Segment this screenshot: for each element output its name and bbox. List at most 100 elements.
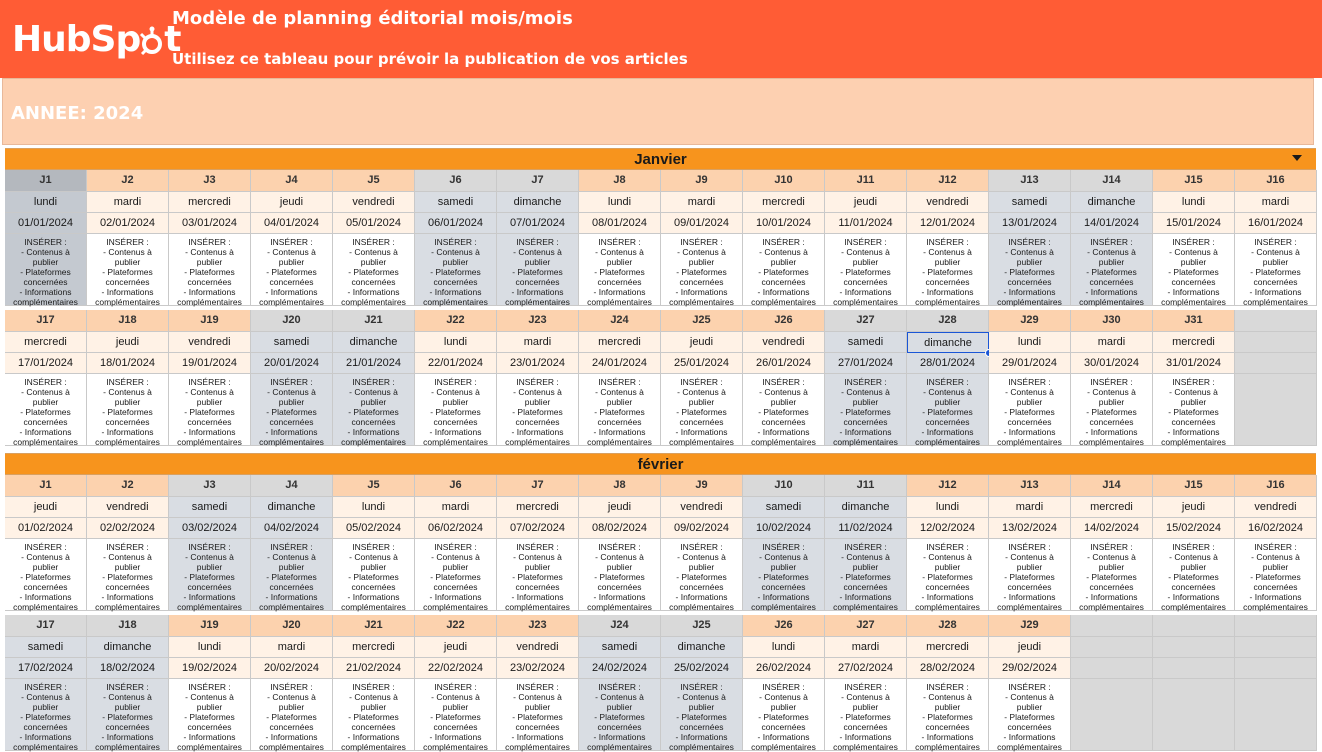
date-cell[interactable]: 01/01/2024 (5, 213, 87, 234)
day-number-cell[interactable]: J12 (907, 170, 989, 192)
weekday-cell[interactable]: lundi (5, 192, 87, 213)
date-cell[interactable]: 28/01/2024 (907, 353, 989, 374)
date-cell[interactable]: 21/02/2024 (333, 658, 415, 679)
content-cell[interactable]: INSÉRER :- Contenus à publier - Plateforme… (661, 374, 743, 447)
date-cell[interactable]: 24/01/2024 (579, 353, 661, 374)
day-number-cell[interactable]: J25 (661, 615, 743, 637)
weekday-cell[interactable]: dimanche (87, 637, 169, 658)
content-cell[interactable]: INSÉRER :- Contenus à publier - Plateforme… (87, 679, 169, 752)
day-number-cell[interactable]: J4 (251, 475, 333, 497)
weekday-cell[interactable]: mardi (251, 637, 333, 658)
content-cell[interactable]: INSÉRER :- Contenus à publier - Plateforme… (333, 679, 415, 752)
day-number-cell[interactable]: J23 (497, 615, 579, 637)
date-cell[interactable]: 23/01/2024 (497, 353, 579, 374)
weekday-cell[interactable]: mardi (661, 192, 743, 213)
weekday-cell[interactable]: jeudi (87, 332, 169, 353)
day-number-cell[interactable]: J29 (989, 615, 1071, 637)
weekday-cell[interactable]: dimanche (661, 637, 743, 658)
weekday-cell[interactable]: mercredi (5, 332, 87, 353)
weekday-cell[interactable]: samedi (825, 332, 907, 353)
day-number-cell[interactable]: J24 (579, 615, 661, 637)
weekday-cell[interactable]: dimanche (333, 332, 415, 353)
content-cell[interactable]: INSÉRER :- Contenus à publier - Plateforme… (497, 374, 579, 447)
day-number-cell[interactable]: J4 (251, 170, 333, 192)
day-number-cell[interactable]: J3 (169, 475, 251, 497)
day-number-cell[interactable]: J9 (661, 170, 743, 192)
content-cell[interactable]: INSÉRER :- Contenus à publier - Plateforme… (251, 679, 333, 752)
content-cell[interactable]: INSÉRER :- Contenus à publier - Plateforme… (497, 679, 579, 752)
weekday-cell[interactable]: samedi (415, 192, 497, 213)
date-cell[interactable]: 10/02/2024 (743, 518, 825, 539)
content-cell[interactable]: INSÉRER :- Contenus à publier - Plateforme… (5, 374, 87, 447)
weekday-cell[interactable]: lundi (333, 497, 415, 518)
day-number-cell[interactable]: J20 (251, 310, 333, 332)
weekday-cell[interactable]: jeudi (661, 332, 743, 353)
content-cell[interactable]: INSÉRER :- Contenus à publier - Plateforme… (825, 679, 907, 752)
weekday-cell[interactable]: samedi (579, 637, 661, 658)
weekday-cell[interactable]: lundi (989, 332, 1071, 353)
date-cell[interactable]: 15/02/2024 (1153, 518, 1235, 539)
weekday-cell[interactable]: mercredi (1071, 497, 1153, 518)
weekday-cell[interactable]: mardi (87, 192, 169, 213)
date-cell[interactable]: 04/01/2024 (251, 213, 333, 234)
weekday-cell[interactable]: lundi (415, 332, 497, 353)
day-number-cell[interactable]: J29 (989, 310, 1071, 332)
date-cell[interactable]: 26/01/2024 (743, 353, 825, 374)
date-cell[interactable]: 11/02/2024 (825, 518, 907, 539)
day-number-cell[interactable]: J17 (5, 310, 87, 332)
day-number-cell[interactable]: J14 (1071, 475, 1153, 497)
day-number-cell[interactable]: J19 (169, 615, 251, 637)
content-cell[interactable]: INSÉRER :- Contenus à publier - Plateforme… (5, 234, 87, 307)
content-cell[interactable]: INSÉRER :- Contenus à publier - Plateforme… (333, 374, 415, 447)
day-number-cell[interactable]: J8 (579, 475, 661, 497)
date-cell[interactable]: 17/02/2024 (5, 658, 87, 679)
day-number-cell[interactable]: J18 (87, 615, 169, 637)
date-cell[interactable]: 09/02/2024 (661, 518, 743, 539)
day-number-cell[interactable]: J13 (989, 170, 1071, 192)
date-cell[interactable]: 27/01/2024 (825, 353, 907, 374)
content-cell[interactable]: INSÉRER :- Contenus à publier - Plateforme… (579, 234, 661, 307)
content-cell[interactable]: INSÉRER :- Contenus à publier - Plateforme… (169, 374, 251, 447)
date-cell[interactable]: 10/01/2024 (743, 213, 825, 234)
content-cell[interactable]: INSÉRER :- Contenus à publier - Plateforme… (5, 679, 87, 752)
content-cell[interactable]: INSÉRER :- Contenus à publier - Plateforme… (825, 374, 907, 447)
date-cell[interactable]: 29/01/2024 (989, 353, 1071, 374)
content-cell[interactable]: INSÉRER :- Contenus à publier - Plateforme… (415, 539, 497, 612)
day-number-cell[interactable]: J22 (415, 310, 497, 332)
year-label[interactable]: ANNEE: 2024 (11, 103, 144, 124)
weekday-cell[interactable]: mardi (1071, 332, 1153, 353)
content-cell[interactable]: INSÉRER :- Contenus à publier - Plateforme… (87, 539, 169, 612)
date-cell[interactable]: 04/02/2024 (251, 518, 333, 539)
date-cell[interactable]: 20/01/2024 (251, 353, 333, 374)
date-cell[interactable]: 16/01/2024 (1235, 213, 1317, 234)
day-number-cell[interactable]: J1 (5, 475, 87, 497)
weekday-cell[interactable]: lundi (1153, 192, 1235, 213)
day-number-cell[interactable]: J11 (825, 170, 907, 192)
date-cell[interactable]: 13/02/2024 (989, 518, 1071, 539)
weekday-cell[interactable]: dimanche (251, 497, 333, 518)
content-cell[interactable]: INSÉRER :- Contenus à publier - Plateforme… (743, 374, 825, 447)
day-number-cell[interactable]: J11 (825, 475, 907, 497)
weekday-cell[interactable]: vendredi (661, 497, 743, 518)
date-cell[interactable]: 11/01/2024 (825, 213, 907, 234)
day-number-cell[interactable]: J5 (333, 170, 415, 192)
content-cell[interactable]: INSÉRER :- Contenus à publier - Plateforme… (415, 374, 497, 447)
weekday-cell[interactable]: vendredi (87, 497, 169, 518)
content-cell[interactable]: INSÉRER :- Contenus à publier - Plateforme… (1153, 374, 1235, 447)
day-number-cell[interactable]: J19 (169, 310, 251, 332)
weekday-cell[interactable]: lundi (743, 637, 825, 658)
day-number-cell[interactable]: J22 (415, 615, 497, 637)
day-number-cell[interactable]: J28 (907, 310, 989, 332)
content-cell[interactable]: INSÉRER :- Contenus à publier - Plateforme… (333, 234, 415, 307)
weekday-cell[interactable]: mardi (825, 637, 907, 658)
content-cell[interactable]: INSÉRER :- Contenus à publier - Plateforme… (743, 234, 825, 307)
day-number-cell[interactable]: J5 (333, 475, 415, 497)
content-cell[interactable]: INSÉRER :- Contenus à publier - Plateforme… (169, 539, 251, 612)
date-cell[interactable]: 29/02/2024 (989, 658, 1071, 679)
content-cell[interactable]: INSÉRER :- Contenus à publier - Plateforme… (87, 234, 169, 307)
weekday-cell[interactable]: vendredi (169, 332, 251, 353)
day-number-cell[interactable]: J21 (333, 615, 415, 637)
date-cell[interactable]: 03/02/2024 (169, 518, 251, 539)
weekday-cell[interactable]: mardi (497, 332, 579, 353)
day-number-cell[interactable]: J20 (251, 615, 333, 637)
